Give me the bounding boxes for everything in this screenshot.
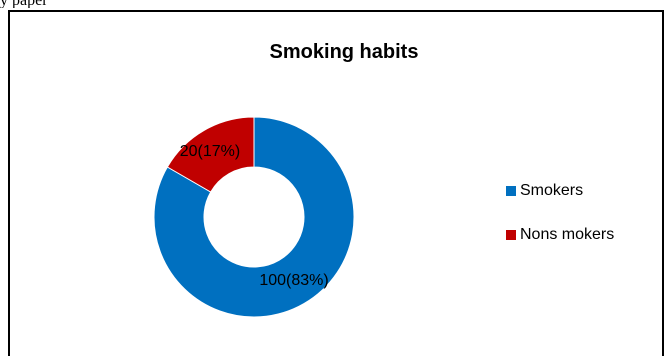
legend-swatch-smokers [506,186,516,196]
legend-item-smokers: Smokers [506,180,614,202]
slice-smokers [153,116,355,318]
legend: Smokers Nons mokers [506,180,614,268]
slice-non-smokers [166,116,255,193]
data-label-non-smokers: 20(17%) [180,143,240,160]
chart-area [8,10,664,356]
cropped-top-text: y paper [0,0,672,8]
legend-swatch-non-smokers [506,230,516,240]
legend-label-non-smokers: Nons mokers [520,226,615,243]
data-label-smokers: 100(83%) [259,272,328,289]
legend-item-non-smokers: Nons mokers [506,224,614,246]
legend-label-smokers: Smokers [520,182,584,199]
chart-title: Smoking habits [270,41,419,63]
